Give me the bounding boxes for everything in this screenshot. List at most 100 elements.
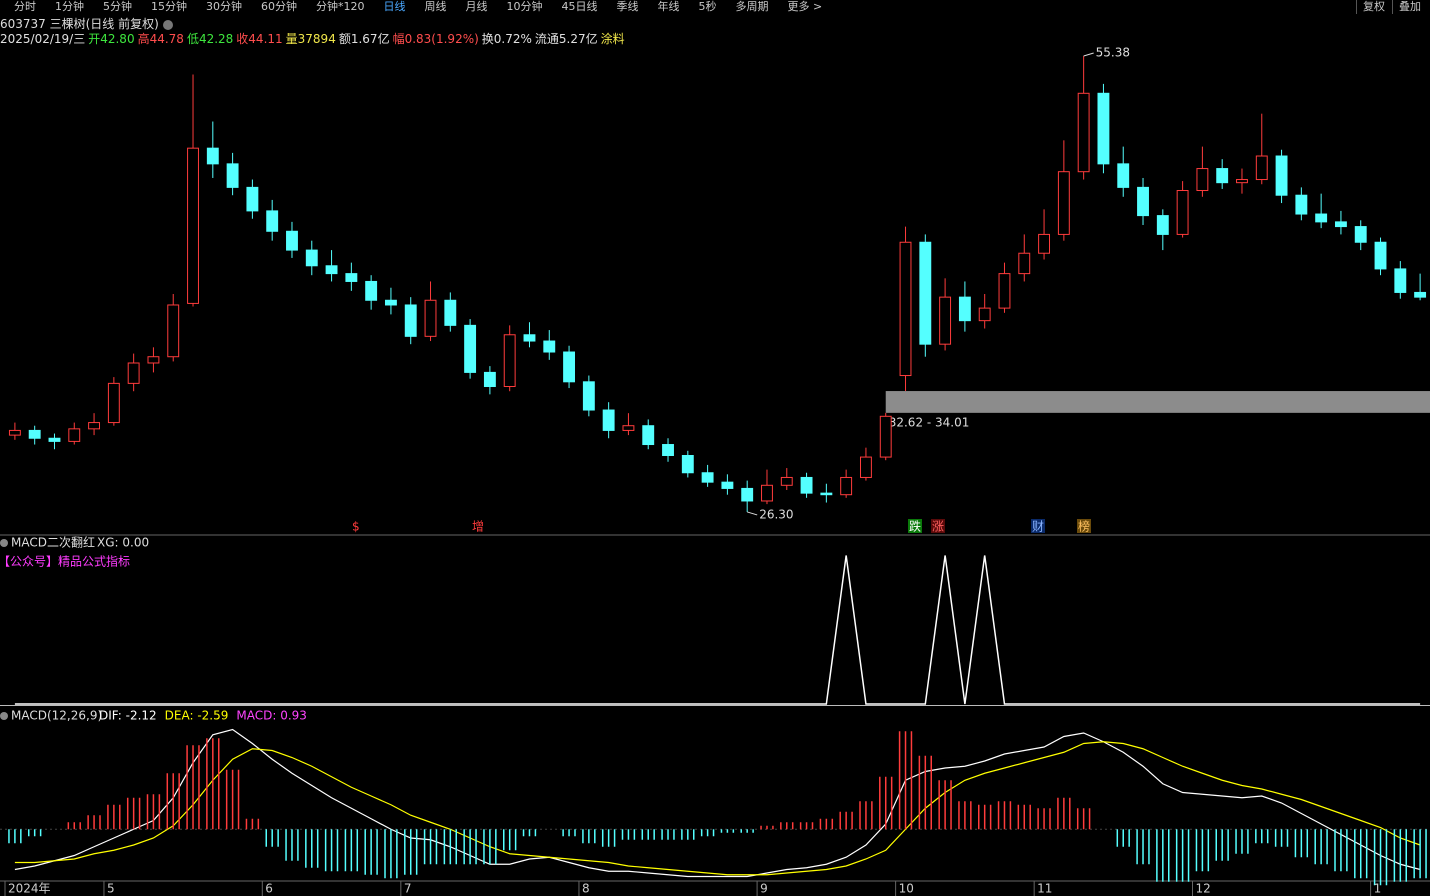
candle-body [483,371,496,388]
candle-body [305,249,318,267]
panel-subtitle: XG: 0.00 [97,536,149,550]
panel-note: 【公众号】精品公式指标 [0,554,130,569]
toolbar: 分时 1分钟 5分钟 15分钟 30分钟 60分钟 分钟*120 日线 周线 月线 10分钟 45日线… [0,0,1430,14]
tab[interactable]: 10分钟 [506,0,543,13]
tab[interactable]: 日线 [383,0,406,13]
legend-entry: MACD: 0.93 [236,709,307,723]
candle-body [1374,241,1387,270]
candle-body [48,437,61,442]
candle-body [899,241,912,377]
candle-body [187,147,199,304]
panel-title: MACD(12,26,9) [11,709,102,723]
tab[interactable]: 年线 [657,0,680,13]
annotation-marker [1083,52,1094,57]
candle-body [1255,155,1268,181]
stock-title: 603737 三棵树(日线 前复权) [0,15,173,32]
quote-open: 开42.80 [88,32,135,46]
event-label: 榜 [1078,519,1090,534]
quote-line: 2025/02/19/三 开42.80 高44.78 低42.28 收44.11 量378… [0,30,628,47]
event-label: 增 [472,520,484,534]
candle-body [1038,233,1051,254]
candle-body [1236,179,1248,184]
tab[interactable]: 月线 [465,0,488,13]
event-label: 涨 [932,519,944,534]
toolbar-button[interactable]: 复权 [1356,0,1391,14]
quote-date: 2025/02/19/三 [0,32,86,46]
tab[interactable]: 30分钟 [206,0,242,13]
candle-body [602,409,615,431]
candle-body [800,476,813,494]
candle-body [1176,190,1189,235]
candle-body [1414,291,1427,298]
x-tick-label: 10 [899,882,914,896]
quote-industry: 涂料 [600,32,625,46]
candle-body [582,381,595,411]
event-badge [931,519,945,533]
candle-body [325,265,338,275]
gap-label: 32.62 - 34.01 [889,415,970,429]
candle-body [107,382,120,424]
menu-icon[interactable] [162,19,173,30]
event-label: $ [352,520,360,534]
x-tick-label: 9 [760,882,768,896]
tab[interactable]: 60分钟 [261,0,297,13]
candle-body [1295,194,1308,215]
candle-body [701,472,714,483]
panel-title: MACD二次翻红 [11,535,95,550]
candle-body [1216,168,1229,184]
candle-body [998,273,1011,309]
candle-body [444,299,457,326]
candle-body [1156,215,1169,235]
toolbar-button[interactable]: 叠加 [1392,0,1427,14]
candle-body [681,455,694,474]
candle-body [1018,252,1031,275]
tab[interactable]: 周线 [424,0,447,13]
x-tick-label: 2024年 [8,882,51,896]
tab[interactable]: 分时 [14,0,36,13]
macd-line [14,728,1421,878]
candle-body [424,299,437,337]
candle-body [404,304,417,337]
candle-body [226,163,239,188]
quote-turnover: 换0.72% [481,32,532,46]
candle-body [1394,268,1407,293]
annotation-label: 26.30 [759,507,793,521]
candle-body [1275,155,1288,196]
tab[interactable]: 分钟*120 [316,0,365,13]
event-label: 跌 [909,519,921,534]
tab[interactable]: 5分钟 [103,0,132,13]
candle-body [642,425,655,446]
candle-body [8,429,21,436]
candle-body [662,444,674,457]
gap-band [885,391,1430,413]
quote-change: 幅0.83(1.92%) [392,32,479,46]
candle-body [266,210,279,232]
tab[interactable]: 45日线 [561,0,598,13]
tab[interactable]: 15分钟 [151,0,187,13]
x-tick-label: 7 [404,882,412,896]
candle-body [28,429,41,439]
candle-body [365,280,378,301]
candle-body [978,307,991,322]
signal-line [14,555,1421,705]
tab[interactable]: 多周期 [735,0,769,13]
tab[interactable]: 季线 [616,0,639,13]
candle-body [741,487,754,502]
legend-entry: DIF: -2.12 [99,709,157,723]
candle-body [1117,163,1130,188]
tab[interactable]: 1分钟 [55,0,84,13]
quote-volume: 量37894 [285,32,336,46]
tab[interactable]: 更多 > [787,0,823,13]
candle-body [1077,92,1090,173]
candle-body [761,484,773,502]
tab[interactable]: 5秒 [698,0,717,13]
quote-high: 高44.78 [137,32,184,46]
candle-body [88,422,101,430]
annotation-label: 55.38 [1096,45,1130,59]
candle-body [523,334,536,342]
candle-body [286,230,298,251]
candle-body [147,356,160,364]
event-badge [908,519,922,533]
